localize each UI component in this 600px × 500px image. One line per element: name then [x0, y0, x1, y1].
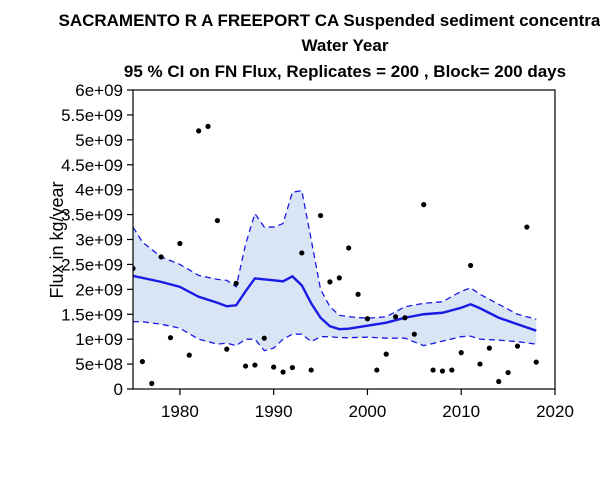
data-point — [430, 367, 436, 373]
ci-upper-line — [133, 189, 537, 320]
ci-lower-line — [133, 321, 537, 352]
chart-title: SACRAMENTO R A FREEPORT CA Suspended sed… — [58, 11, 600, 30]
data-point — [346, 245, 352, 251]
data-point — [280, 369, 286, 375]
data-point — [411, 331, 417, 337]
data-point — [261, 335, 267, 341]
data-point — [383, 351, 389, 357]
data-point — [374, 367, 380, 373]
data-point — [533, 359, 539, 365]
data-point — [439, 368, 446, 374]
data-point — [186, 352, 192, 358]
data-point — [336, 275, 342, 281]
y-tick-label: 6e+09 — [75, 81, 123, 100]
chart-subtitle-water-year: Water Year — [302, 36, 389, 55]
y-tick-label: 2e+09 — [75, 280, 123, 299]
flux-line — [133, 274, 537, 332]
data-point — [158, 254, 164, 260]
data-point — [167, 335, 174, 341]
data-point — [139, 358, 145, 365]
y-tick-label: 5e+09 — [75, 131, 123, 150]
y-tick-label: 4.5e+09 — [61, 156, 123, 175]
data-point — [252, 362, 258, 368]
data-point — [496, 378, 502, 385]
data-point — [317, 212, 324, 219]
data-point — [308, 367, 314, 373]
y-tick-label: 1.5e+09 — [61, 305, 123, 324]
x-axis: 1980 1990 2000 2010 2020 — [161, 389, 574, 421]
data-point — [133, 265, 136, 272]
y-axis-title: Flux in kg/year — [47, 181, 67, 298]
chart-subtitle-ci: 95 % CI on FN Flux, Replicates = 200 , B… — [124, 62, 566, 81]
data-point — [486, 345, 492, 351]
data-point — [271, 364, 277, 370]
data-point — [505, 369, 511, 376]
x-tick-label: 1990 — [255, 402, 293, 421]
y-tick-label: 1e+09 — [75, 330, 123, 349]
plot-frame — [132, 89, 556, 390]
data-point — [421, 202, 427, 208]
data-point — [402, 315, 408, 321]
data-point — [524, 224, 530, 230]
data-point — [392, 314, 399, 320]
data-point — [477, 361, 483, 367]
data-point — [149, 380, 155, 387]
data-point — [355, 291, 361, 297]
data-point — [364, 316, 371, 322]
plot-area — [133, 123, 539, 387]
data-point — [233, 280, 239, 286]
y-tick-label: 3.5e+09 — [61, 206, 123, 225]
y-tick-label: 2.5e+09 — [61, 255, 123, 274]
y-tick-label: 4e+09 — [75, 181, 123, 200]
data-point — [468, 262, 474, 269]
data-point — [224, 346, 230, 352]
confidence-band-fill — [133, 190, 537, 351]
data-point — [299, 250, 305, 256]
x-tick-label: 2010 — [442, 402, 480, 421]
data-point — [177, 240, 183, 247]
data-point — [214, 217, 220, 224]
x-tick-label: 2020 — [536, 402, 574, 421]
y-tick-label: 5.5e+09 — [61, 106, 123, 125]
data-point — [196, 128, 202, 134]
data-point — [449, 367, 455, 373]
x-tick-label: 1980 — [161, 402, 199, 421]
x-tick-label: 2000 — [349, 402, 387, 421]
data-point — [514, 343, 521, 349]
y-tick-label: 3e+09 — [75, 231, 123, 250]
data-point — [458, 350, 464, 356]
data-point — [289, 364, 296, 371]
data-point — [205, 123, 211, 129]
data-point — [327, 279, 333, 285]
y-tick-label: 0 — [114, 380, 123, 399]
data-point — [242, 363, 249, 369]
y-axis: 0 5e+08 1e+09 1.5e+09 2e+09 2.5e+09 3e+09 3.5e+… — [61, 81, 133, 399]
y-tick-label: 5e+08 — [75, 355, 123, 374]
